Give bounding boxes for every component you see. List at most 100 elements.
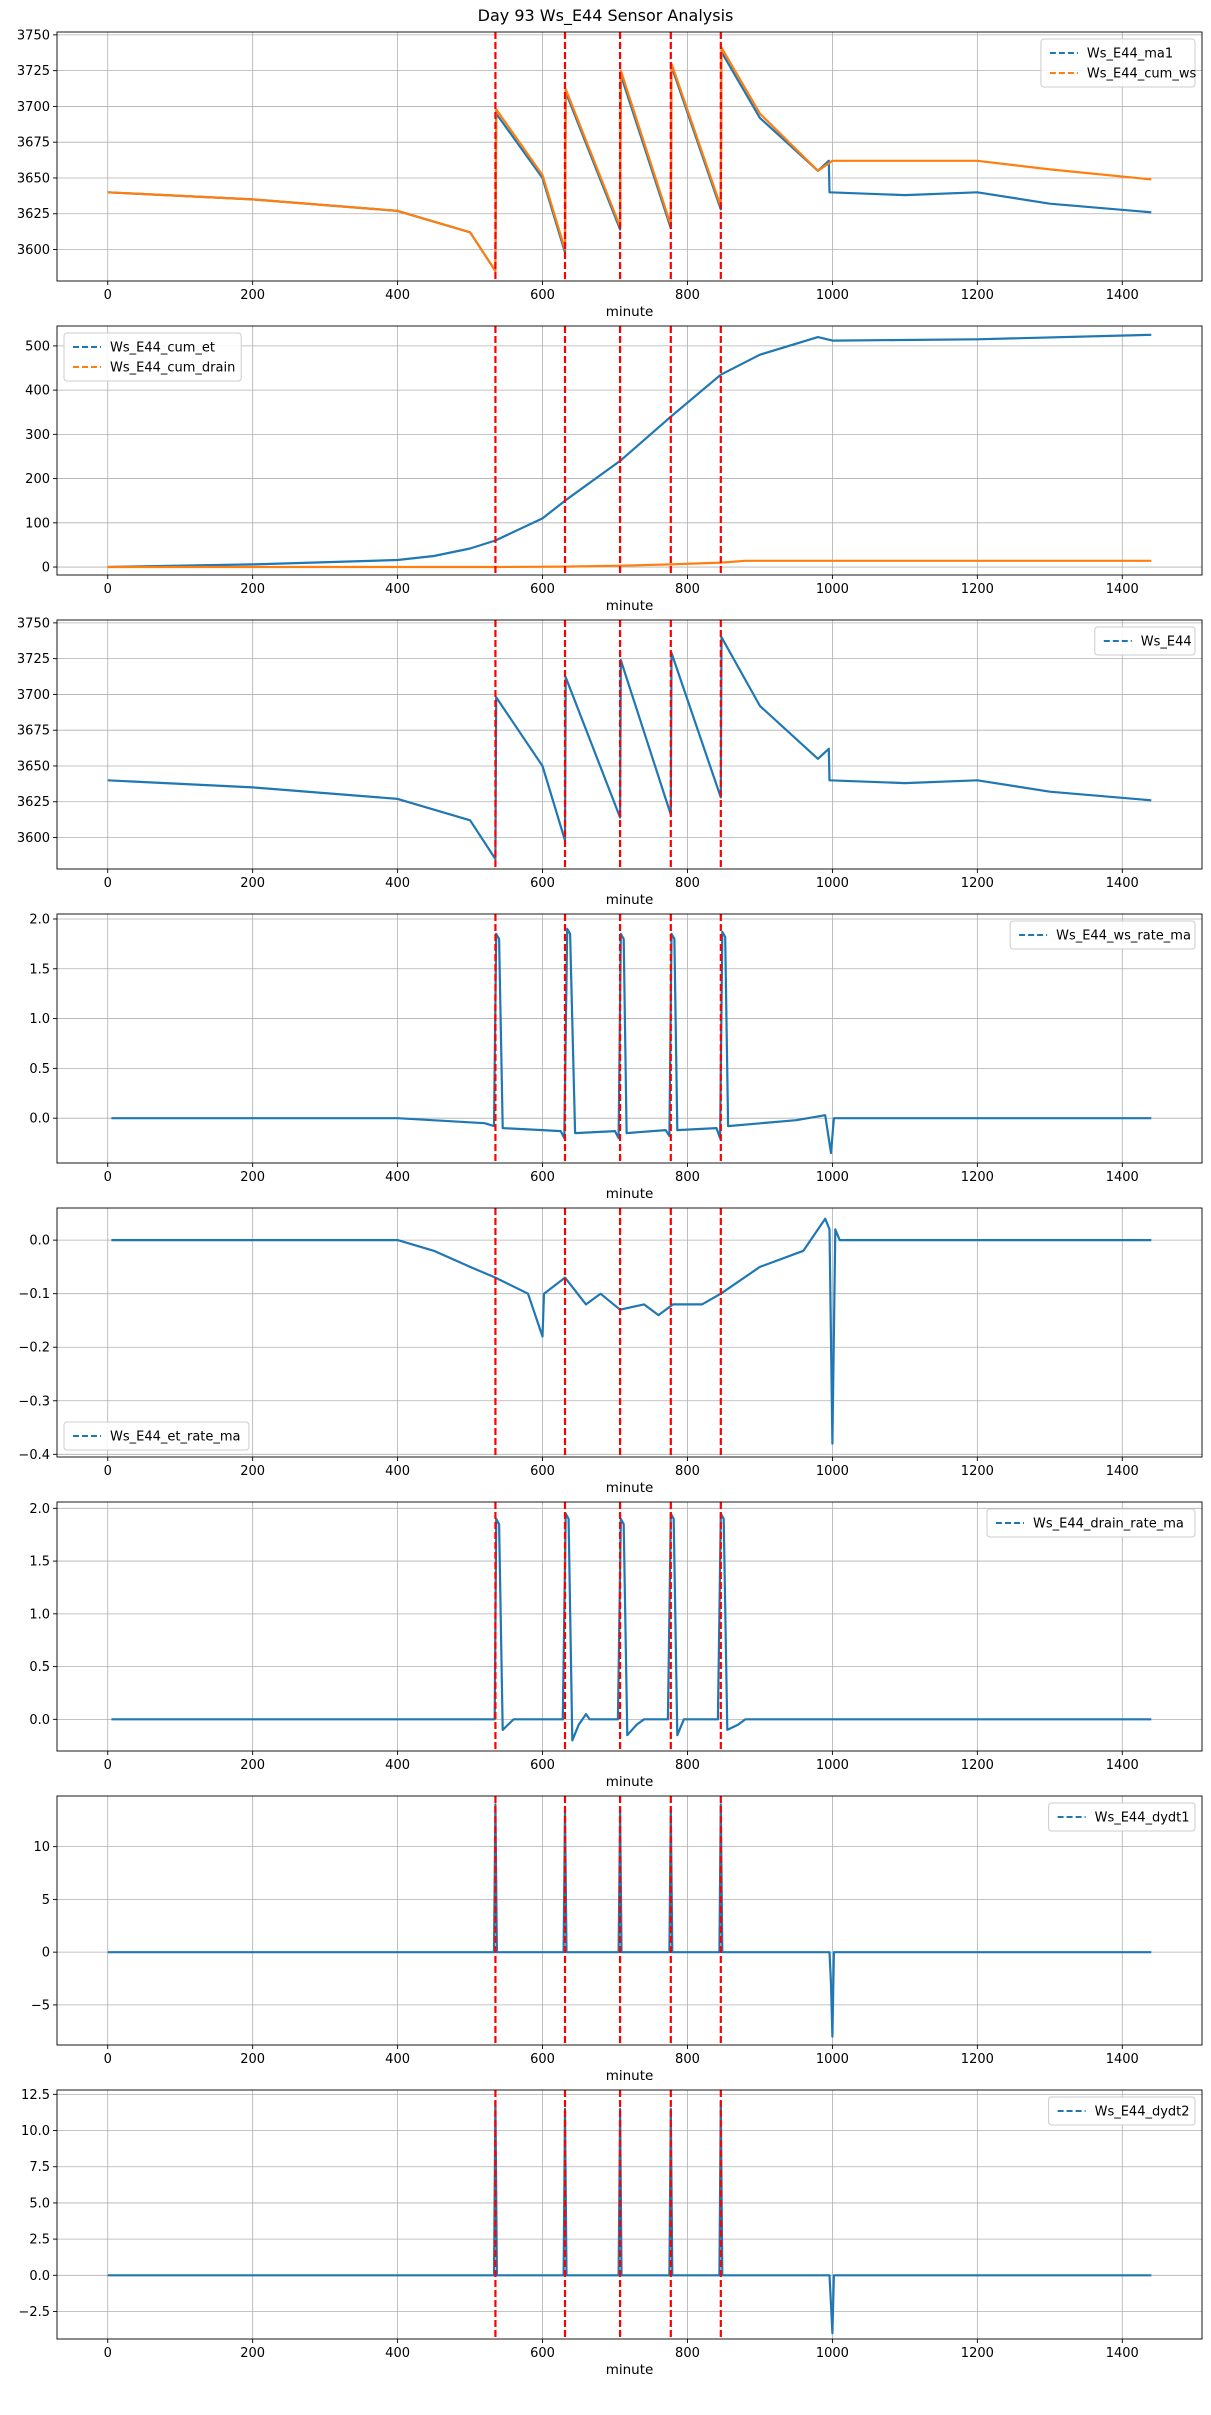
legend-box [1048, 1802, 1196, 1832]
x-tick-label: 800 [675, 288, 700, 303]
series-group [111, 1208, 1152, 1457]
axes-frame [56, 1501, 1203, 1752]
x-tick-label: 800 [675, 582, 700, 597]
legend: Ws_E44_drain_rate_ma [986, 1508, 1196, 1538]
y-tick-label: 3675 [17, 136, 50, 151]
x-tick-label: 1400 [1106, 582, 1139, 597]
x-tick-label: 0 [104, 288, 112, 303]
x-tick-label: 0 [104, 1464, 112, 1479]
series-line-Ws_E44_drain_rate_ma [111, 1512, 1152, 1742]
axes-frame [56, 1207, 1203, 1458]
y-tick-label: 500 [25, 339, 50, 354]
legend: Ws_E44_ws_rate_ma [1009, 920, 1196, 950]
y-tick-label: 3625 [17, 207, 50, 222]
legend-label: Ws_E44_cum_drain [110, 361, 235, 376]
y-tick-label: 0 [42, 561, 50, 576]
y-tick-label: 7.5 [29, 2160, 50, 2175]
y-tick-label: 0 [42, 1946, 50, 1961]
series-group [107, 32, 1152, 281]
legend: Ws_E44_cum_et Ws_E44_cum_drain [63, 332, 242, 382]
y-tick-label: 0.0 [29, 2269, 50, 2284]
x-tick-label: 1400 [1106, 2346, 1139, 2361]
series-group [107, 326, 1152, 575]
legend-box [1040, 38, 1196, 88]
subplot-3: 0 200 400 600 800 1000 1200 1400 3600 3625 3650 367… [17, 616, 1203, 908]
legend-label: Ws_E44_et_rate_ma [110, 1430, 241, 1445]
x-tick-label: 600 [530, 2052, 555, 2067]
y-tick-label: 1.5 [29, 962, 50, 977]
subplot-2: 0 200 400 600 800 1000 1200 1400 0 100 200 300 400 50… [25, 325, 1203, 614]
x-axis-label: minute [606, 892, 654, 908]
x-axis-label: minute [606, 304, 654, 320]
series-line-Ws_E44_cum_et [107, 333, 1152, 569]
x-tick-label: 1000 [816, 2052, 849, 2067]
x-tick-label: 600 [530, 2346, 555, 2361]
x-tick-label: 1200 [961, 1170, 994, 1185]
x-tick-label: 200 [240, 2052, 265, 2067]
x-tick-label: 1000 [816, 876, 849, 891]
x-tick-label: 600 [530, 288, 555, 303]
legend-box [63, 332, 242, 382]
x-axis-label: minute [606, 2068, 654, 2084]
y-tick-label: −0.1 [18, 1287, 50, 1302]
y-tick-label: 2.0 [29, 912, 50, 927]
x-axis-label: minute [606, 1480, 654, 1496]
x-tick-label: 600 [530, 582, 555, 597]
x-tick-label: 1200 [961, 2346, 994, 2361]
x-tick-label: 0 [104, 1170, 112, 1185]
x-tick-label: 200 [240, 876, 265, 891]
x-tick-label: 600 [530, 1464, 555, 1479]
x-tick-label: 800 [675, 2346, 700, 2361]
y-tick-label: 3750 [17, 28, 50, 43]
series-group [107, 1796, 1152, 2045]
y-tick-label: 0.0 [29, 1713, 50, 1728]
series-group [111, 1502, 1152, 1751]
axes-frame [56, 325, 1203, 576]
y-tick-label: 200 [25, 472, 50, 487]
x-tick-label: 0 [104, 2346, 112, 2361]
x-tick-label: 200 [240, 288, 265, 303]
x-tick-label: 1400 [1106, 1758, 1139, 1773]
y-tick-label: 3700 [17, 688, 50, 703]
legend-box [1094, 626, 1196, 656]
x-tick-label: 0 [104, 2052, 112, 2067]
x-tick-label: 1200 [961, 288, 994, 303]
x-tick-label: 1400 [1106, 288, 1139, 303]
x-axis-label: minute [606, 2362, 654, 2378]
y-tick-label: 400 [25, 384, 50, 399]
x-tick-label: 0 [104, 876, 112, 891]
subplot-8: 0 200 400 600 800 1000 1200 1400 −2.5 0.0 2.5 5.0 7.… [18, 2088, 1203, 2378]
y-tick-label: 3600 [17, 243, 50, 258]
y-tick-label: 3650 [17, 171, 50, 186]
y-tick-label: 3700 [17, 100, 50, 115]
legend-label: Ws_E44_cum_et [110, 341, 215, 356]
x-tick-label: 200 [240, 2346, 265, 2361]
legend: Ws_E44_ma1 Ws_E44_cum_ws [1040, 38, 1197, 88]
y-tick-label: 5 [42, 1893, 50, 1908]
y-tick-label: 5.0 [29, 2196, 50, 2211]
y-tick-label: −0.2 [18, 1341, 50, 1356]
y-tick-label: 12.5 [21, 2088, 50, 2103]
legend: Ws_E44_dydt1 [1048, 1802, 1196, 1832]
y-tick-label: 0.0 [29, 1112, 50, 1127]
x-tick-label: 1400 [1106, 876, 1139, 891]
series-line-Ws_E44 [107, 636, 1152, 861]
x-tick-label: 400 [385, 582, 410, 597]
legend-box [1048, 2096, 1196, 2126]
y-tick-label: 3750 [17, 616, 50, 631]
x-tick-label: 400 [385, 1758, 410, 1773]
legend-label: Ws_E44_ws_rate_ma [1056, 929, 1191, 944]
x-tick-label: 200 [240, 1464, 265, 1479]
legend-label: Ws_E44_cum_ws [1087, 67, 1197, 82]
x-axis-label: minute [606, 598, 654, 614]
y-tick-label: 10.0 [21, 2124, 50, 2139]
y-tick-label: 3600 [17, 831, 50, 846]
x-tick-label: 600 [530, 1170, 555, 1185]
x-tick-label: 800 [675, 1170, 700, 1185]
x-tick-label: 1200 [961, 1464, 994, 1479]
x-tick-label: 1000 [816, 1170, 849, 1185]
legend-label: Ws_E44_dydt1 [1095, 1811, 1190, 1826]
legend-label: Ws_E44_drain_rate_ma [1033, 1517, 1184, 1532]
x-tick-label: 1400 [1106, 2052, 1139, 2067]
